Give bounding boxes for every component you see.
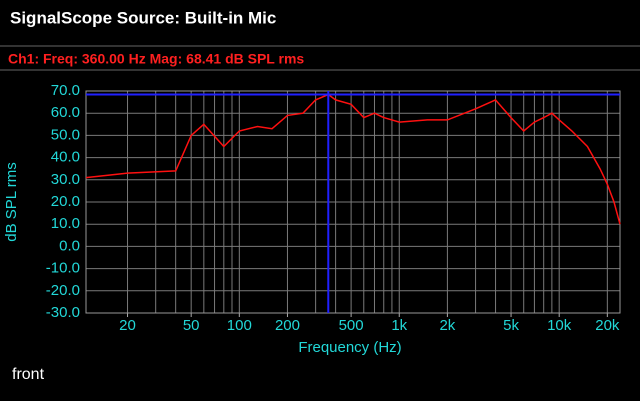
x-tick-label: 5k — [503, 317, 519, 334]
y-axis-label: dB SPL rms — [3, 162, 20, 241]
y-tick-label: 40.0 — [51, 149, 80, 166]
frequency-response — [85, 93, 621, 225]
x-tick-label: 20k — [595, 317, 620, 334]
x-tick-label: 20 — [119, 317, 136, 334]
cursor-readout: Ch1: Freq: 360.00 Hz Mag: 68.41 dB SPL r… — [8, 51, 304, 67]
x-tick-label: 50 — [183, 317, 200, 334]
y-tick-label: 50.0 — [51, 126, 80, 143]
plot-frame — [85, 90, 621, 314]
y-tick-label: -10.0 — [46, 260, 80, 277]
footer-label: front — [12, 366, 45, 383]
x-tick-label: 200 — [275, 317, 300, 334]
x-tick-label: 100 — [227, 317, 252, 334]
y-tick-label: -20.0 — [46, 282, 80, 299]
x-tick-label: 2k — [439, 317, 455, 334]
y-tick-label: 70.0 — [51, 82, 80, 99]
x-axis-label: Frequency (Hz) — [298, 339, 401, 356]
y-tick-label: 30.0 — [51, 171, 80, 188]
x-tick-label: 10k — [547, 317, 572, 334]
y-tick-label: -30.0 — [46, 304, 80, 321]
source-title: SignalScope Source: Built-in Mic — [10, 8, 276, 27]
y-tick-label: 10.0 — [51, 215, 80, 232]
y-tick-label: 0.0 — [59, 237, 80, 254]
y-tick-label: 60.0 — [51, 104, 80, 121]
x-tick-label: 1k — [391, 317, 407, 334]
x-tick-label: 500 — [339, 317, 364, 334]
y-tick-label: 20.0 — [51, 193, 80, 210]
